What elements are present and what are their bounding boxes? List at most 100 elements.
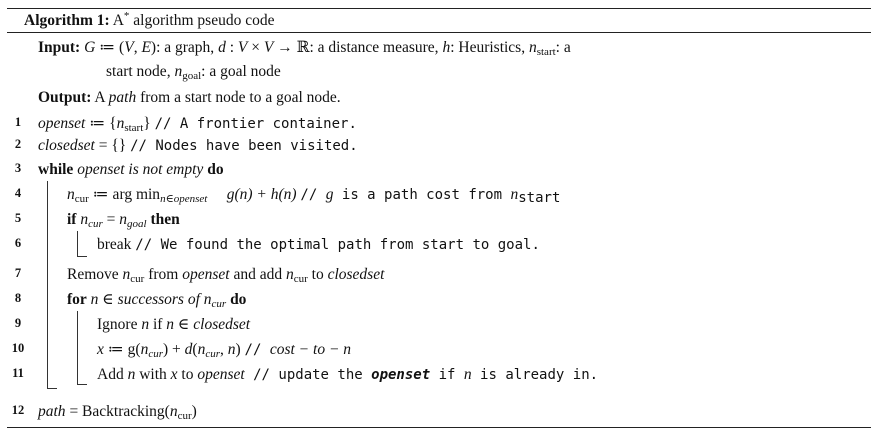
output-line: Output: A path from a start node to a go… (38, 87, 341, 109)
keyword-then: then (146, 211, 180, 228)
comment: // A frontier container. (154, 116, 357, 132)
comment-openset: openset (371, 367, 431, 383)
comment: // (300, 187, 326, 203)
text: from a start node to a goal node. (136, 89, 341, 106)
subscript: start (518, 190, 561, 206)
subscript: start (536, 46, 556, 58)
line-number: 8 (14, 291, 22, 305)
subscript: cur (293, 273, 308, 285)
var-d: d (184, 341, 193, 358)
text: and add (229, 266, 286, 283)
text: Ignore (97, 316, 142, 333)
code-line-1: openset ≔ {nstart} // A frontier contain… (38, 113, 357, 135)
line-number: 3 (14, 161, 22, 175)
text: Remove (67, 266, 123, 283)
var-n: n (140, 341, 149, 358)
var-g: g (325, 186, 334, 203)
top-rule (7, 8, 871, 9)
var-path: path (108, 89, 137, 106)
code-line-3: while openset is not empty do (38, 159, 224, 181)
comment: is already in. (471, 367, 599, 383)
var-n: n (285, 266, 294, 283)
caption-label: Algorithm 1: (24, 12, 110, 29)
text: ≔ arg min (88, 186, 161, 203)
comment: is a path cost from (333, 187, 511, 203)
comment: // update the (244, 367, 372, 383)
text: → ℝ: a distance measure, (273, 39, 443, 56)
var-path: path (38, 403, 66, 420)
comment: if (430, 367, 464, 383)
var-openset: openset (38, 115, 86, 132)
subscript: cur (148, 348, 163, 360)
line-number: 2 (14, 137, 22, 151)
text: ≔ g( (103, 341, 141, 358)
expression: g(n) + h(n) (226, 186, 301, 203)
var-d: d (218, 39, 226, 56)
var-n: n (116, 115, 125, 132)
caption-rule (7, 32, 871, 33)
var-x: x (170, 366, 178, 383)
text: , (133, 39, 142, 56)
comment: // (244, 342, 270, 358)
text: ∈ (98, 291, 118, 308)
var-n: n (141, 316, 150, 333)
var-n: n (86, 291, 99, 308)
keyword-break: break (97, 236, 136, 253)
subscript: n∈openset (160, 193, 208, 205)
text: = (102, 211, 120, 228)
subscript: cur (205, 348, 220, 360)
text: ): a graph, (150, 39, 219, 56)
var-closedset: closedset (327, 266, 385, 283)
text: , (220, 341, 228, 358)
while-block-end (47, 388, 57, 389)
text: ) (191, 403, 197, 420)
text: × (247, 39, 264, 56)
input-line-1: Input: G ≔ (V, E): a graph, d : V × V → … (38, 37, 571, 59)
caption-title-pre: A (112, 12, 124, 29)
text: : a goal node (201, 63, 281, 80)
text: = Backtracking( (65, 403, 170, 420)
line-number: 11 (12, 366, 24, 380)
text: to (177, 366, 198, 383)
line-number: 7 (14, 266, 22, 280)
line-number: 6 (14, 236, 22, 250)
keyword-do: do (226, 291, 247, 308)
var-h: h (442, 39, 451, 56)
code-line-2: closedset = {} // Nodes have been visite… (38, 135, 358, 157)
var-n: n (122, 266, 131, 283)
line-number: 4 (14, 186, 22, 200)
var-n: n (510, 186, 519, 203)
caption-title-sup: * (123, 10, 130, 22)
text: : a (555, 39, 571, 56)
code-line-7: Remove ncur from openset and add ncur to… (67, 264, 384, 286)
for-block-end (77, 384, 87, 385)
var-v: V (124, 39, 134, 56)
subscript: cur (74, 193, 89, 205)
var-n: n (119, 211, 128, 228)
subscript: cur (177, 410, 192, 422)
text: ∈ (174, 316, 194, 333)
text: if (149, 316, 167, 333)
code-line-12: path = Backtracking(ncur) (38, 401, 197, 423)
var-n: n (174, 63, 183, 80)
keyword-if: if (67, 211, 77, 228)
text: to (307, 266, 328, 283)
code-line-10: x ≔ g(ncur) + d(ncur, n) // cost − to − … (97, 339, 351, 361)
text: with (135, 366, 171, 383)
text: ≔ { (85, 115, 117, 132)
input-label: Input: (38, 39, 81, 56)
text: = {} (94, 137, 131, 154)
bottom-rule (7, 427, 871, 428)
keyword-for: for (67, 291, 87, 308)
code-line-4: n cur ≔ arg minn∈openset g(n) + h(n) // g… (67, 184, 560, 206)
text: ) (235, 341, 245, 358)
subscript: cur (88, 218, 103, 230)
code-line-11: Add n with x to openset // update the op… (97, 364, 598, 386)
var-openset: openset (197, 366, 245, 383)
var-g: G (84, 39, 96, 56)
input-line-2: start node, ngoal: a goal node (106, 61, 281, 83)
output-label: Output: (38, 89, 92, 106)
var-n: n (197, 341, 206, 358)
algorithm-caption: Algorithm 1: A* algorithm pseudo code (24, 10, 274, 32)
code-line-5: if ncur = ngoal then (67, 209, 180, 231)
